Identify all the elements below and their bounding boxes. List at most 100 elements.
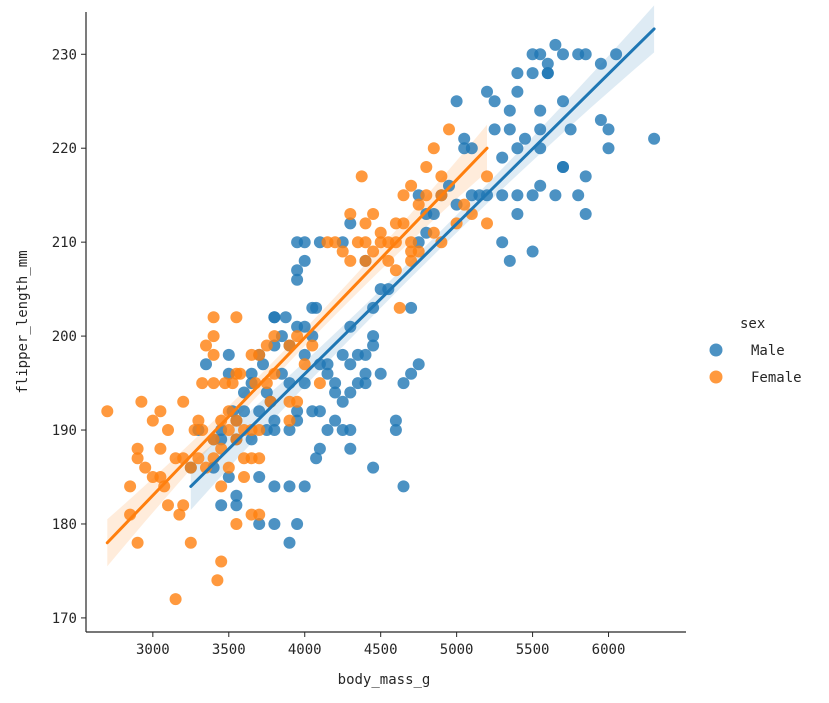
data-point-male (511, 189, 524, 202)
data-point-female (393, 301, 406, 314)
data-point-male (564, 123, 577, 136)
data-point-female (458, 198, 471, 211)
data-point-male (336, 348, 349, 361)
data-point-male (253, 518, 266, 530)
legend-item-female: Female (709, 370, 802, 386)
data-point-male (579, 170, 592, 183)
data-point-male (503, 254, 516, 267)
data-point-male (610, 48, 623, 61)
data-point-female (146, 414, 159, 427)
data-point-male (200, 358, 212, 371)
data-point-male (344, 217, 357, 230)
data-point-male (511, 67, 524, 80)
data-point-male (526, 245, 539, 258)
data-point-male (465, 142, 478, 155)
data-point-female (397, 189, 410, 202)
data-point-male (291, 518, 304, 530)
data-point-male (329, 386, 342, 399)
data-point-female (405, 179, 418, 192)
legend-label-male: Male (751, 343, 785, 359)
data-point-female (226, 377, 239, 390)
data-point-male (230, 499, 243, 512)
data-point-female (389, 264, 402, 277)
data-point-male (298, 236, 311, 249)
data-point-male (488, 95, 501, 108)
data-point-female (359, 217, 372, 230)
data-point-female (215, 414, 228, 427)
data-point-male (594, 57, 607, 70)
data-point-male (534, 179, 547, 192)
data-point-male (374, 367, 387, 380)
data-point-male (511, 208, 524, 220)
data-point-male (268, 414, 281, 427)
legend: sex Male Female (709, 316, 802, 386)
data-point-female (131, 442, 144, 455)
data-point-male (367, 339, 380, 352)
data-point-female (344, 208, 357, 220)
data-point-male (534, 104, 547, 117)
data-point-female (253, 508, 266, 521)
data-point-male (253, 471, 266, 483)
data-point-female (135, 395, 148, 408)
data-point-male (557, 95, 569, 108)
data-point-female (367, 208, 380, 220)
data-point-female (420, 189, 433, 202)
data-point-male (534, 48, 547, 61)
data-point-male (359, 367, 372, 380)
data-point-male (344, 442, 357, 455)
data-point-male (344, 424, 357, 436)
data-point-female (355, 170, 368, 183)
data-point-male (579, 48, 592, 61)
data-point-female (382, 254, 395, 267)
data-point-female (234, 367, 247, 380)
data-point-female (374, 226, 387, 239)
data-point-male (268, 480, 281, 493)
data-point-male (321, 424, 334, 436)
data-point-male (511, 85, 524, 98)
data-point-male (458, 132, 471, 145)
data-point-male (344, 320, 357, 333)
x-tick-label: 5000 (440, 642, 474, 658)
data-point-male (268, 518, 281, 530)
data-point-male (382, 283, 395, 296)
data-point-female (397, 217, 410, 230)
data-point-female (173, 508, 186, 521)
data-point-female (283, 414, 296, 427)
y-tick-label: 180 (52, 517, 77, 533)
data-point-female (131, 536, 144, 549)
x-axis-label: body_mass_g (338, 672, 431, 688)
data-point-male (291, 273, 304, 286)
data-point-male (397, 480, 410, 493)
data-point-female (238, 471, 250, 483)
data-point-male (359, 377, 372, 390)
data-point-male (648, 132, 661, 145)
data-point-female (101, 405, 114, 418)
data-point-male (534, 123, 547, 136)
data-point-male (496, 151, 509, 164)
x-tick-label: 3000 (136, 642, 170, 658)
regression-lines (105, 27, 656, 545)
data-point-male (579, 208, 592, 220)
y-tick-label: 190 (52, 423, 77, 439)
data-point-female (222, 461, 235, 474)
data-point-male (488, 123, 501, 136)
data-point-male (268, 424, 281, 436)
data-point-male (310, 301, 323, 314)
x-tick-label: 4500 (364, 642, 398, 658)
data-point-female (427, 226, 440, 239)
data-point-female (427, 142, 440, 155)
data-point-male (557, 48, 569, 61)
data-point-male (572, 189, 585, 202)
data-point-female (162, 499, 174, 512)
data-point-female (412, 245, 425, 258)
data-point-female (260, 339, 273, 352)
legend-marker-female (709, 370, 723, 384)
data-point-female (211, 574, 224, 587)
data-point-female (329, 236, 342, 249)
data-point-female (192, 452, 205, 465)
data-point-male (329, 377, 342, 390)
data-point-female (359, 236, 372, 249)
data-point-male (298, 348, 311, 361)
legend-label-female: Female (751, 370, 802, 386)
